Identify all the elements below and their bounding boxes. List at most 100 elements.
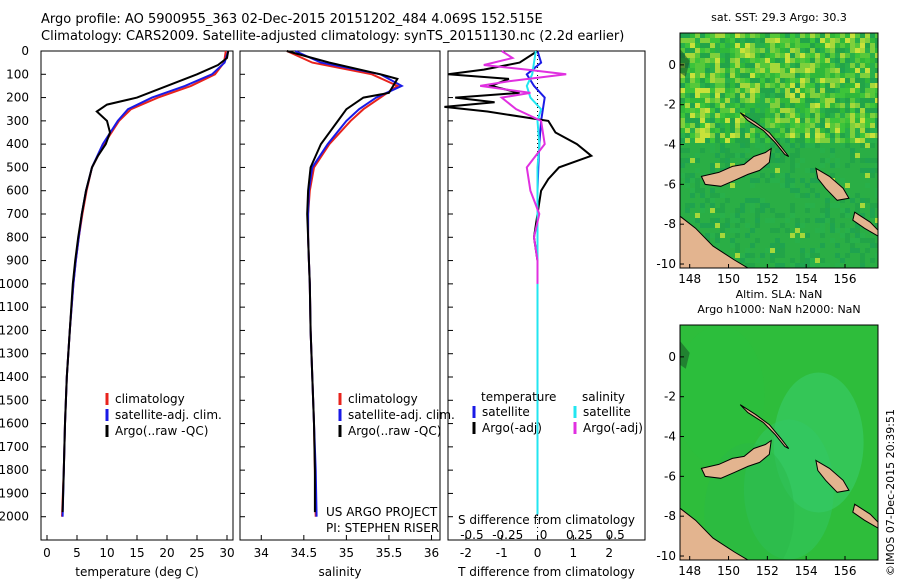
difference-panel-top-label: S difference from climatology <box>458 513 635 527</box>
copyright-stamp: ©IMOS 07-Dec-2015 20:39:51 <box>884 409 897 576</box>
sla-map-xtick-label: 156 <box>834 564 857 578</box>
depth-axis-tick-label: 600 <box>6 184 29 198</box>
sst-map: 148 150 152 154 156 0 -2 -4 -6 -8 -10 sat. SST: 29.… <box>656 11 879 286</box>
sst-map-mainland <box>680 215 749 268</box>
temperature-panel-xtick-label: 30 <box>219 546 234 560</box>
temperature-panel-legend-label: Argo(..raw -QC) <box>115 424 208 438</box>
sla-map-islet <box>680 340 690 369</box>
sst-map-xtick-label: 150 <box>717 272 740 286</box>
depth-axis-tick-label: 400 <box>6 137 29 151</box>
temperature-profile-series-0 <box>61 50 227 517</box>
salinity-panel-annotation: PI: STEPHEN RISER <box>326 521 439 535</box>
figure-title-line2: Climatology: CARS2009. Satellite-adjuste… <box>41 29 625 44</box>
depth-axis-tick-label: 1600 <box>0 417 29 431</box>
sst-map-xtick-label: 154 <box>795 272 818 286</box>
salinity-profile-series-2 <box>286 50 399 513</box>
sla-map-ytick-label: -2 <box>664 390 676 404</box>
sst-map-xtick-label: 152 <box>756 272 779 286</box>
difference-panel-frame <box>447 50 646 541</box>
temperature-panel-frame <box>40 50 234 541</box>
temperature-profile-series-2 <box>61 50 230 513</box>
salinity-panel-xtick-label: 35.5 <box>376 546 403 560</box>
sla-map-ytick-label: -10 <box>656 549 676 563</box>
sst-map-ytick-label: -4 <box>664 138 676 152</box>
difference-panel-legend-title: salinity <box>582 390 625 404</box>
salinity-panel-frame <box>239 50 441 541</box>
sla-map-mainland <box>680 507 749 560</box>
depth-axis-tick-label: 1200 <box>0 323 29 337</box>
depth-axis-tick-label: 300 <box>6 114 29 128</box>
difference-panel-s-tick-label: 0.5 <box>606 528 625 542</box>
depth-axis-tick-label: 1900 <box>0 486 29 500</box>
difference-panel-xlabel: T difference from climatology <box>457 565 635 579</box>
sla-map-field <box>680 325 878 560</box>
difference-panel-s-tick-label: -0.25 <box>492 528 523 542</box>
sst-map-new-ireland <box>739 112 790 157</box>
sst-map-new-britain <box>700 147 772 187</box>
salinity-panel-xtick-label: 36 <box>424 546 439 560</box>
sla-map-xtick-label: 148 <box>678 564 701 578</box>
difference-profile-series-1 <box>444 50 594 284</box>
sla-map-islands <box>852 503 878 529</box>
depth-axis-tick-label: 700 <box>6 207 29 221</box>
sla-map-new-britain <box>700 439 772 479</box>
sst-map-ytick-label: -8 <box>664 217 676 231</box>
depth-axis-tick-label: 1100 <box>0 300 29 314</box>
depth-axis-tick-label: 1800 <box>0 463 29 477</box>
difference-panel-s-tick-label: 0.25 <box>566 528 593 542</box>
depth-axis-tick-label: 1300 <box>0 347 29 361</box>
sst-map-islands <box>852 211 878 237</box>
depth-axis-tick-label: 100 <box>6 67 29 81</box>
sst-map-bougainville <box>815 167 850 201</box>
salinity-panel-xtick-label: 34.5 <box>290 546 317 560</box>
sla-map-ytick-label: -6 <box>664 469 676 483</box>
difference-panel-xtick-label: 1 <box>570 546 578 560</box>
difference-panel-s-tick-label: 0 <box>540 528 548 542</box>
sst-map-ytick-label: -6 <box>664 177 676 191</box>
depth-axis-tick-label: 1500 <box>0 393 29 407</box>
depth-axis-tick-label: 1400 <box>0 370 29 384</box>
salinity-panel-annotation: US ARGO PROJECT <box>326 505 438 519</box>
temperature-panel-xlabel: temperature (deg C) <box>75 565 198 579</box>
sla-map-title: Argo h1000: NaN h2000: NaN <box>697 303 860 316</box>
salinity-profile-series-0 <box>286 50 400 517</box>
depth-axis-tick-label: 1000 <box>0 277 29 291</box>
depth-axis-tick-label: 800 <box>6 230 29 244</box>
sla-map-bougainville <box>815 459 850 493</box>
temperature-panel-xtick-label: 20 <box>159 546 174 560</box>
sla-map-xtick-label: 154 <box>795 564 818 578</box>
temperature-panel-xtick-label: 0 <box>43 546 51 560</box>
difference-panel-xtick-label: -2 <box>460 546 472 560</box>
difference-panel-legend-title: temperature <box>481 390 556 404</box>
salinity-panel-legend-label: Argo(..raw -QC) <box>348 424 441 438</box>
sst-map-ytick-label: -2 <box>664 98 676 112</box>
depth-axis-tick-label: 2000 <box>0 510 29 524</box>
difference-panel-xtick-label: -1 <box>496 546 508 560</box>
sla-map-new-ireland <box>739 404 790 449</box>
salinity-profile-series-1 <box>294 50 404 517</box>
difference-panel-salinity-legend-label: satellite <box>583 405 631 419</box>
salinity-panel-xtick-label: 34 <box>254 546 269 560</box>
temperature-panel-xtick-label: 5 <box>73 546 81 560</box>
temperature-panel-xtick-label: 10 <box>99 546 114 560</box>
salinity-panel-legend-label: climatology <box>348 392 418 406</box>
sla-map-title: Altim. SLA: NaN <box>736 288 823 301</box>
difference-panel-salinity-legend-label: Argo(-adj) <box>583 421 643 435</box>
temperature-panel-legend-label: satellite-adj. clim. <box>115 408 222 422</box>
sla-map: 148 150 152 154 156 0 -2 -4 -6 -8 -10 Altim. SLA: N… <box>656 288 879 578</box>
sla-map-ytick-label: 0 <box>668 350 676 364</box>
depth-axis-tick-label: 200 <box>6 91 29 105</box>
figure-title-line1: Argo profile: AO 5900955_363 02-Dec-2015… <box>41 12 543 27</box>
sst-map-xtick-label: 156 <box>834 272 857 286</box>
temperature-profile-series-1 <box>61 50 230 517</box>
sst-map-field <box>680 33 878 268</box>
sst-map-title: sat. SST: 29.3 Argo: 30.3 <box>711 11 847 24</box>
sst-map-frame <box>679 32 879 269</box>
depth-axis-tick-label: 0 <box>21 44 29 58</box>
difference-panel-temperature-legend-label: satellite <box>482 405 530 419</box>
sst-map-ytick-label: 0 <box>668 58 676 72</box>
difference-panel-xtick-label: 0 <box>534 546 542 560</box>
depth-axis-tick-label: 900 <box>6 254 29 268</box>
sst-map-xtick-label: 148 <box>678 272 701 286</box>
